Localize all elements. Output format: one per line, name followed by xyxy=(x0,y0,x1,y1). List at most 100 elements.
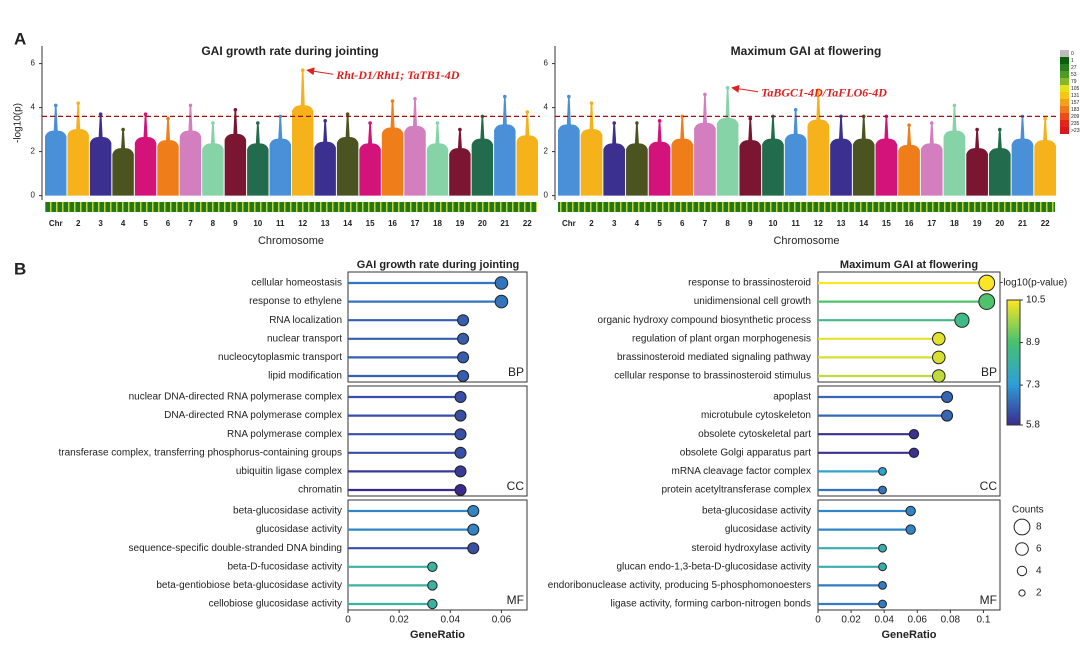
chromosome-signal xyxy=(626,123,648,196)
size-legend-title: Counts xyxy=(1012,505,1044,516)
lollipop-head xyxy=(454,391,467,403)
density-swatch xyxy=(1060,92,1069,99)
x-tick-label: 12 xyxy=(814,219,823,228)
x-tick-label: 4 xyxy=(121,219,126,228)
facet-label: CC xyxy=(507,479,525,493)
chromosome-signal xyxy=(966,129,988,196)
x-tick-label: 21 xyxy=(1018,219,1027,228)
y-axis-label: -log10(p) xyxy=(13,103,24,143)
colorbar-segment xyxy=(1007,315,1020,318)
annotation: Rht-D1/Rht1; TaTB1-4D xyxy=(335,68,460,82)
x-tick-label: 7 xyxy=(703,219,708,228)
lollipop-head xyxy=(878,562,887,572)
density-label: 157 xyxy=(1071,100,1080,106)
chromosome-signal xyxy=(784,109,807,196)
category-label: beta-glucosidase activity xyxy=(702,506,811,517)
x-axis-label: Chromosome xyxy=(773,235,839,247)
chromosome-signal xyxy=(739,118,762,196)
peak-point xyxy=(256,121,260,125)
peak-point xyxy=(997,127,1002,132)
y-tick-label: 6 xyxy=(31,59,36,68)
colorbar-segment xyxy=(1007,412,1020,416)
category-label: microtubule cytoskeleton xyxy=(701,410,811,421)
chromosome-signal xyxy=(603,123,626,196)
x-tick-label: 22 xyxy=(1041,219,1050,228)
chromosome-signal xyxy=(247,123,269,196)
colorbar-segment xyxy=(1007,385,1020,388)
x-tick-label: 18 xyxy=(950,219,959,228)
lollipop-head xyxy=(454,428,467,441)
x-tick-label: 22 xyxy=(523,219,532,228)
x-tick-label: 20 xyxy=(995,219,1004,228)
lollipop-head xyxy=(905,505,916,517)
category-label: obsolete cytoskeletal part xyxy=(698,429,811,440)
colorbar-segment xyxy=(1007,335,1020,338)
colorbar-segment xyxy=(1007,392,1020,396)
colorbar-segment xyxy=(1007,325,1020,328)
category-label: nucleocytoplasmic transport xyxy=(218,352,342,363)
x-tick-label: 2 xyxy=(589,219,594,228)
chromosome-signal xyxy=(943,105,966,196)
chromosome-strip xyxy=(558,202,1055,212)
density-label: 27 xyxy=(1071,65,1077,71)
x-tick-label: 14 xyxy=(343,219,352,228)
colorbar-segment xyxy=(1007,310,1020,313)
lollipop-head xyxy=(457,314,470,327)
lollipop-head xyxy=(905,524,916,535)
peak-point xyxy=(211,121,215,125)
x-tick-label: 0.04 xyxy=(441,615,461,626)
peak-point xyxy=(98,112,103,116)
y-tick-label: 0 xyxy=(31,191,36,200)
facet-label: MF xyxy=(980,593,997,607)
density-label: 235 xyxy=(1071,121,1080,127)
lollipop-head xyxy=(908,447,920,458)
chromosome-signal xyxy=(134,114,157,196)
peak-point xyxy=(413,97,417,101)
lollipop-head xyxy=(457,370,470,382)
colorbar-frame xyxy=(1006,299,1021,426)
chromosome-signal xyxy=(45,105,67,196)
peak-point xyxy=(703,92,707,97)
category-label: beta-glucosidase activity xyxy=(233,506,342,517)
lollipop-head xyxy=(427,580,438,591)
category-label: brassinosteroid mediated signaling pathw… xyxy=(617,352,811,363)
colorbar-segment xyxy=(1007,330,1020,333)
x-tick-label: 7 xyxy=(188,219,193,228)
x-tick-label: 17 xyxy=(411,219,420,228)
density-label: 105 xyxy=(1071,86,1080,92)
peak-point xyxy=(278,114,283,119)
peak-point xyxy=(589,101,594,105)
colorbar-segment xyxy=(1007,405,1020,408)
category-label: ligase activity, forming carbon-nitrogen… xyxy=(611,599,811,610)
colorbar-segment xyxy=(1007,377,1020,381)
density-swatch xyxy=(1060,57,1069,64)
chromosome-signal xyxy=(471,116,494,196)
x-tick-label: 0 xyxy=(345,615,351,626)
category-label: glucan endo-1,3-beta-D-glucosidase activ… xyxy=(616,561,811,572)
colorbar-segment xyxy=(1007,362,1020,366)
annotation-arrow xyxy=(306,67,334,76)
annotation-arrow xyxy=(731,84,759,93)
peak-point xyxy=(503,94,507,99)
x-tick-label: 2 xyxy=(76,219,81,228)
lollipop-head xyxy=(941,391,954,403)
density-swatch xyxy=(1060,127,1069,134)
x-tick-label: 3 xyxy=(98,219,103,228)
chromosome-signal xyxy=(1034,118,1056,196)
chromosome-signal xyxy=(830,116,852,196)
colorbar-segment xyxy=(1007,347,1020,351)
chromosome-signal xyxy=(920,123,943,196)
y-tick-label: 2 xyxy=(544,147,549,156)
peak-point xyxy=(76,101,80,105)
x-tick-label: 4 xyxy=(635,219,640,228)
lollipop-head xyxy=(954,312,970,328)
facet-frame xyxy=(347,385,528,497)
density-label: 183 xyxy=(1071,107,1080,113)
x-tick-label: 0.08 xyxy=(941,615,961,626)
category-label: beta-D-fucosidase activity xyxy=(228,561,343,572)
peak-point xyxy=(345,112,350,116)
peak-point xyxy=(907,123,911,127)
colorbar-title: -log10(p-value) xyxy=(1000,278,1067,289)
category-label: protein acetyltransferase complex xyxy=(661,485,811,496)
x-tick-label: Chr xyxy=(562,219,576,228)
